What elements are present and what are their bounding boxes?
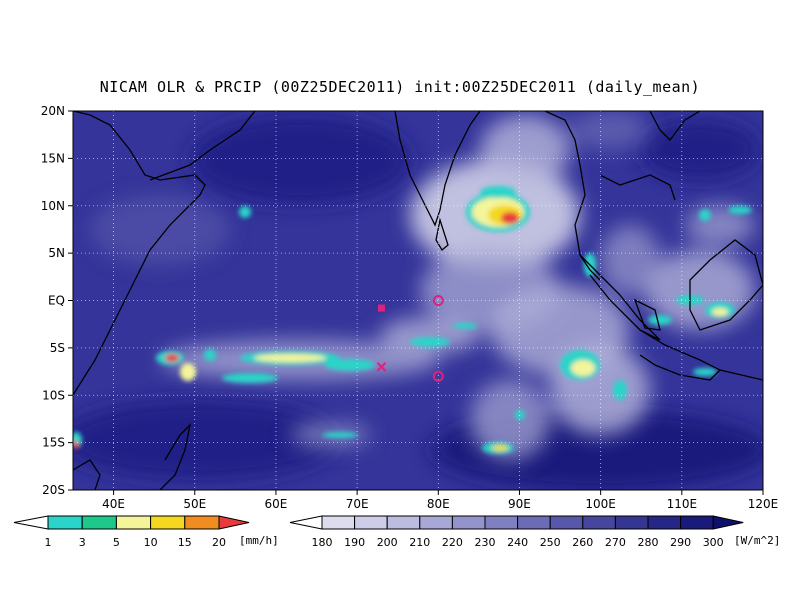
lat-tick-label: 5S	[50, 341, 65, 355]
colorbar-cell	[680, 515, 714, 530]
colorbar-label: 200	[377, 536, 398, 549]
lat-tick-label: 15S	[42, 436, 65, 450]
lat-tick-label: 10N	[41, 199, 65, 213]
olr-colorbar: 180 190 200 210 220 230 240 250 260 270 280 290 300 […	[289, 515, 780, 549]
lon-tick-label: 110E	[667, 497, 698, 511]
colorbar-arrow-low	[13, 515, 49, 530]
colorbar-label: 280	[638, 536, 659, 549]
lon-tick-label: 90E	[508, 497, 531, 511]
coastlines	[73, 111, 763, 490]
colorbar-cell	[517, 515, 551, 530]
colorbar-label: 210	[409, 536, 430, 549]
colorbar-cell	[451, 515, 486, 530]
colorbar-label: 180	[312, 536, 333, 549]
lon-tick-label: 50E	[183, 497, 206, 511]
colorbar-label: 290	[670, 536, 691, 549]
colorbar-unit: [mm/h]	[239, 534, 279, 547]
lon-tick-label: 70E	[346, 497, 369, 511]
lon-tick-label: 40E	[102, 497, 125, 511]
colorbar-cell	[81, 515, 117, 530]
lat-tick-label: 20N	[41, 104, 65, 118]
map-title: NICAM OLR & PRCIP (00Z25DEC2011) init:00…	[99, 78, 701, 96]
marker-circle	[432, 295, 444, 306]
colorbar-label: 240	[507, 536, 528, 549]
gridlines	[73, 111, 763, 490]
station-markers	[376, 295, 444, 382]
colorbar-label: 15	[178, 536, 192, 549]
marker-cross	[376, 362, 387, 372]
precip-colorbar: 1 3 5 10 15 20 [mm/h]	[13, 515, 279, 549]
colorbar-cell	[321, 515, 356, 530]
lat-tick-label: EQ	[48, 294, 65, 308]
colorbar-arrow-high	[712, 515, 744, 530]
colorbar-label: 190	[344, 536, 365, 549]
colorbar-cell	[47, 515, 83, 530]
colorbar-cell	[484, 515, 519, 530]
lon-tick-label: 100E	[585, 497, 616, 511]
colorbar-unit: [W/m^2]	[734, 534, 780, 547]
lat-tick-label: 15N	[41, 151, 65, 165]
colorbar-cell	[386, 515, 421, 530]
colorbar-cell	[614, 515, 649, 530]
latitude-axis: 20N 15N 10N 5N EQ 5S 10S 15S 20S	[41, 104, 73, 497]
colorbar-label: 260	[572, 536, 593, 549]
colorbar-cell	[419, 515, 453, 530]
colorbar-label: 250	[540, 536, 561, 549]
colorbar-cell	[115, 515, 152, 530]
colorbar-arrow-high	[218, 515, 250, 530]
colorbar-cell	[549, 515, 584, 530]
colorbar-cell	[582, 515, 616, 530]
colorbar-cell	[150, 515, 186, 530]
lat-tick-label: 5N	[48, 246, 65, 260]
colorbar-arrow-low	[289, 515, 323, 530]
colorbar-label: 1	[45, 536, 52, 549]
lat-tick-label: 10S	[42, 388, 65, 402]
colorbar-cell	[647, 515, 682, 530]
colorbar-label: 220	[442, 536, 463, 549]
longitude-axis: 40E 50E 60E 70E 80E 90E 100E 110E 120E	[102, 490, 778, 511]
colorbar-label: 230	[475, 536, 496, 549]
colorbar-label: 5	[113, 536, 120, 549]
lon-tick-label: 60E	[265, 497, 288, 511]
marker-square	[377, 304, 385, 312]
colorbar-label: 270	[605, 536, 626, 549]
olr-field	[73, 111, 763, 490]
lon-tick-label: 80E	[427, 497, 450, 511]
colorbar-label: 300	[703, 536, 724, 549]
colorbar-label: 10	[144, 536, 158, 549]
colorbar-label: 20	[212, 536, 226, 549]
lon-tick-label: 120E	[748, 497, 779, 511]
colorbar-label: 3	[79, 536, 86, 549]
lat-tick-label: 20S	[42, 483, 65, 497]
colorbar-cell	[354, 515, 388, 530]
colorbar-cell	[184, 515, 220, 530]
marker-circle	[432, 370, 444, 382]
